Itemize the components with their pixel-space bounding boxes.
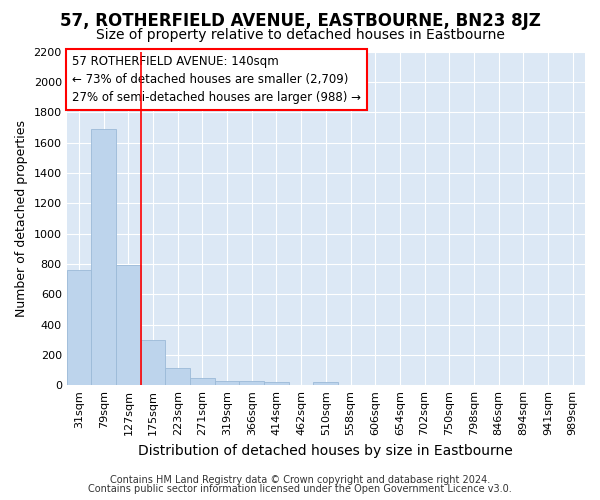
Text: Contains public sector information licensed under the Open Government Licence v3: Contains public sector information licen… (88, 484, 512, 494)
Text: Size of property relative to detached houses in Eastbourne: Size of property relative to detached ho… (95, 28, 505, 42)
Bar (264, 382, 289, 385)
Bar (67, 270, 91, 385)
Bar (91, 129, 116, 385)
Bar (166, 368, 190, 385)
Bar (116, 266, 141, 385)
Text: 57, ROTHERFIELD AVENUE, EASTBOURNE, BN23 8JZ: 57, ROTHERFIELD AVENUE, EASTBOURNE, BN23… (59, 12, 541, 30)
Y-axis label: Number of detached properties: Number of detached properties (15, 120, 28, 317)
Bar (190, 378, 215, 385)
Bar (313, 382, 338, 385)
Text: Contains HM Land Registry data © Crown copyright and database right 2024.: Contains HM Land Registry data © Crown c… (110, 475, 490, 485)
Bar (215, 380, 239, 385)
Text: 57 ROTHERFIELD AVENUE: 140sqm
← 73% of detached houses are smaller (2,709)
27% o: 57 ROTHERFIELD AVENUE: 140sqm ← 73% of d… (72, 55, 361, 104)
X-axis label: Distribution of detached houses by size in Eastbourne: Distribution of detached houses by size … (139, 444, 513, 458)
Bar (239, 382, 264, 385)
Bar (141, 340, 166, 385)
